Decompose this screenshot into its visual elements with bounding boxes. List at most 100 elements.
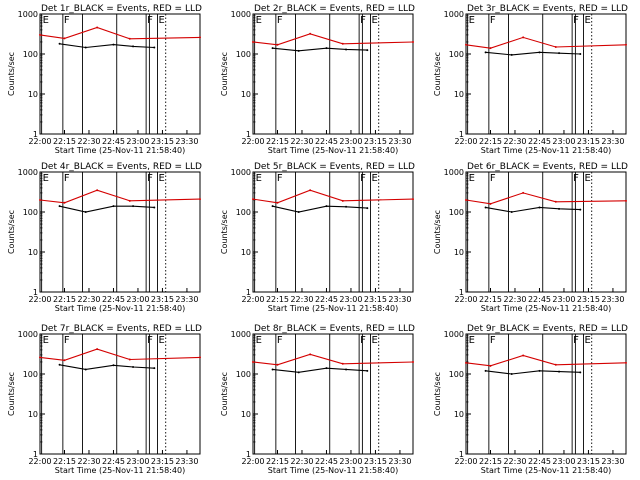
event-marker-label: E <box>256 173 262 184</box>
x-tick-label: 23:15 <box>151 137 174 146</box>
series-point <box>522 191 525 194</box>
series-point <box>58 42 61 45</box>
x-tick-label: 22:00 <box>454 295 477 304</box>
y-axis-label: Counts/sec <box>433 52 442 96</box>
series-point <box>554 45 557 48</box>
event-marker-label: F <box>360 173 366 184</box>
series-point <box>341 42 344 45</box>
plot-frame <box>39 171 201 293</box>
x-tick-label: 23:30 <box>601 295 624 304</box>
y-tick-label: 1 <box>33 130 38 139</box>
series-point <box>510 373 513 375</box>
series-line-events <box>485 206 581 213</box>
y-tick-label: 1000 <box>231 10 251 19</box>
y-axis-label: Counts/sec <box>220 372 229 416</box>
x-tick-label: 22:30 <box>77 137 100 146</box>
series-point <box>63 37 66 40</box>
x-tick-label: 22:00 <box>454 137 477 146</box>
y-tick-label: 10 <box>454 90 464 99</box>
series-point <box>112 364 115 367</box>
y-tick-label: 100 <box>449 208 464 217</box>
series-point <box>522 36 525 39</box>
y-tick-label: 100 <box>449 50 464 59</box>
x-tick-label: 22:15 <box>266 137 289 146</box>
x-tick-label: 23:30 <box>601 457 624 466</box>
series-point <box>297 49 300 52</box>
x-tick-label: 22:30 <box>290 137 313 146</box>
panel-det-6: Det 6r_BLACK = Events, RED = LLD 1 10 100 10… <box>433 162 628 313</box>
series-point <box>39 198 41 201</box>
series-point <box>84 368 87 371</box>
series-point <box>39 356 41 359</box>
series-point <box>484 206 487 209</box>
y-tick-label: 10 <box>454 248 464 257</box>
event-marker-label: F <box>64 335 70 346</box>
x-axis-label: Start Time (25-Nov-11 21:58:40) <box>268 146 398 155</box>
event-marker-label: F <box>277 15 283 26</box>
x-tick-label: 23:00 <box>552 137 575 146</box>
series-line-events <box>272 205 368 213</box>
series-point <box>297 371 300 374</box>
series-point <box>366 207 369 210</box>
event-marker-label: E <box>372 335 378 346</box>
y-tick-label: 1000 <box>231 330 251 339</box>
event-marker-label: F <box>147 335 153 346</box>
x-tick-label: 23:15 <box>577 137 600 146</box>
series-point <box>538 206 541 209</box>
series-point <box>625 199 627 202</box>
series-line-lld <box>465 192 627 205</box>
event-marker-label: E <box>585 335 591 346</box>
series-point <box>199 356 201 359</box>
series-point <box>252 198 254 201</box>
event-marker-label: E <box>256 15 262 26</box>
series-line-lld <box>252 189 414 204</box>
event-marker-label: E <box>372 15 378 26</box>
panel-det-2: Det 2r_BLACK = Events, RED = LLD 1 10 100 10… <box>220 4 415 155</box>
series-point <box>325 205 328 208</box>
panel-det-8: Det 8r_BLACK = Events, RED = LLD 1 10 100 10… <box>220 324 415 475</box>
y-tick-label: 1000 <box>444 168 464 177</box>
y-tick-label: 10 <box>28 248 38 257</box>
series-point <box>412 360 414 363</box>
series-line-events <box>272 367 368 373</box>
x-axis-label: Start Time (25-Nov-11 21:58:40) <box>268 304 398 313</box>
x-tick-label: 22:45 <box>315 295 338 304</box>
series-point <box>96 26 99 29</box>
x-tick-label: 22:15 <box>479 137 502 146</box>
x-tick-label: 22:15 <box>266 295 289 304</box>
y-tick-label: 1 <box>459 288 464 297</box>
series-point <box>271 47 274 50</box>
event-marker-label: F <box>277 335 283 346</box>
series-point <box>558 370 561 373</box>
series-point <box>345 205 348 208</box>
series-point <box>39 33 41 36</box>
y-tick-label: 1 <box>33 288 38 297</box>
series-line-lld <box>252 33 414 46</box>
x-tick-label: 23:00 <box>339 137 362 146</box>
y-tick-label: 1 <box>459 450 464 459</box>
series-point <box>153 46 156 49</box>
event-marker-label: F <box>490 335 496 346</box>
plot-frame <box>39 333 201 455</box>
x-axis-label: Start Time (25-Nov-11 21:58:40) <box>55 146 185 155</box>
x-axis-label: Start Time (25-Nov-11 21:58:40) <box>268 466 398 475</box>
plot-frame <box>252 13 414 135</box>
panel-title: Det 3r_BLACK = Events, RED = LLD <box>467 4 628 14</box>
series-line-events <box>485 370 581 375</box>
series-point <box>366 49 369 52</box>
series-point <box>579 53 582 55</box>
series-point <box>199 198 201 201</box>
y-tick-label: 1000 <box>444 330 464 339</box>
event-marker-label: F <box>573 15 579 26</box>
x-axis-label: Start Time (25-Nov-11 21:58:40) <box>55 466 185 475</box>
event-marker-label: E <box>585 173 591 184</box>
x-tick-label: 22:30 <box>503 137 526 146</box>
x-tick-label: 23:00 <box>126 295 149 304</box>
series-point <box>412 198 414 201</box>
series-point <box>489 47 492 50</box>
series-point <box>325 47 328 50</box>
event-marker-label: E <box>43 335 49 346</box>
x-tick-label: 22:15 <box>53 137 76 146</box>
series-point <box>132 365 135 368</box>
